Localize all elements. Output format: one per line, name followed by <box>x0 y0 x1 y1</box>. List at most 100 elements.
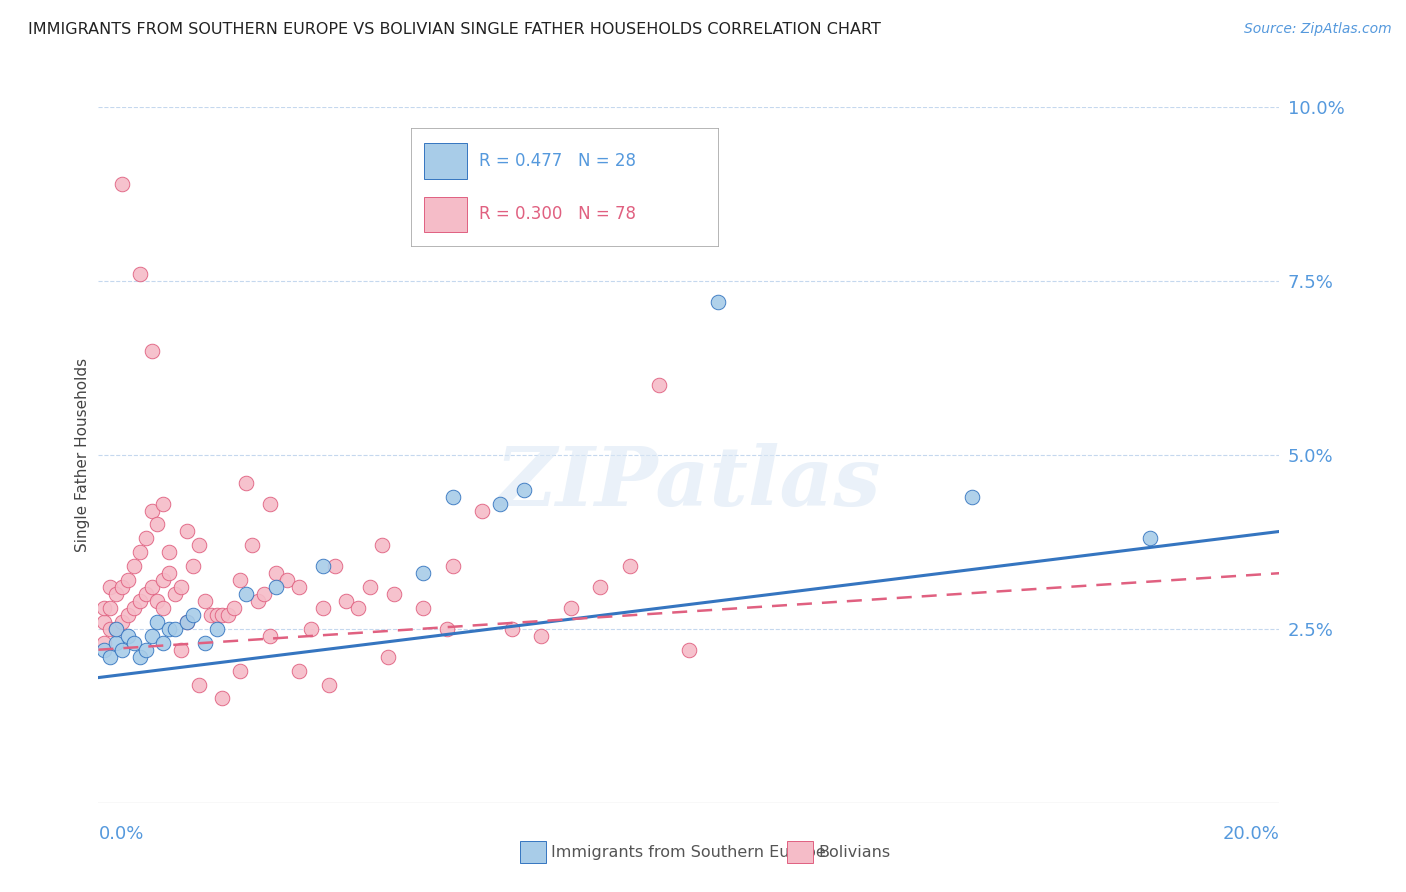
Point <box>135 532 157 546</box>
Point <box>335 594 357 608</box>
Point <box>146 615 169 629</box>
Point <box>141 503 163 517</box>
Point <box>165 587 187 601</box>
Point <box>105 636 128 650</box>
Point <box>111 615 134 629</box>
Point <box>128 545 150 559</box>
Point <box>205 607 228 622</box>
Point <box>707 294 730 309</box>
Point <box>194 636 217 650</box>
Point <box>501 622 523 636</box>
Point <box>441 490 464 504</box>
Point <box>200 607 222 622</box>
Point <box>135 587 157 601</box>
Point <box>235 587 257 601</box>
Text: ZIPatlas: ZIPatlas <box>496 442 882 523</box>
Point <box>93 642 115 657</box>
Point <box>146 594 169 608</box>
Y-axis label: Single Father Households: Single Father Households <box>75 358 90 552</box>
Point <box>246 594 269 608</box>
Point <box>276 573 298 587</box>
Point <box>412 601 434 615</box>
Point <box>93 636 115 650</box>
Point <box>962 490 984 504</box>
Point <box>111 580 134 594</box>
Point <box>170 580 193 594</box>
Point <box>105 587 128 601</box>
Point <box>312 601 335 615</box>
Point <box>259 497 281 511</box>
Point <box>589 580 612 594</box>
Point <box>128 594 150 608</box>
Point <box>205 622 228 636</box>
Point <box>93 601 115 615</box>
Point <box>560 601 582 615</box>
Point <box>122 601 145 615</box>
Point <box>187 677 209 691</box>
Point <box>412 566 434 581</box>
Text: Immigrants from Southern Europe: Immigrants from Southern Europe <box>551 846 825 860</box>
Point <box>436 622 458 636</box>
Point <box>678 642 700 657</box>
Point <box>141 580 163 594</box>
Text: 0.0%: 0.0% <box>98 825 143 843</box>
Point <box>359 580 381 594</box>
Text: Source: ZipAtlas.com: Source: ZipAtlas.com <box>1244 22 1392 37</box>
Point <box>323 559 346 574</box>
Point <box>165 622 187 636</box>
Point <box>98 622 121 636</box>
Point <box>176 524 198 539</box>
Text: Bolivians: Bolivians <box>818 846 890 860</box>
Point <box>211 607 233 622</box>
Point <box>152 636 174 650</box>
Text: 20.0%: 20.0% <box>1223 825 1279 843</box>
Point <box>224 601 246 615</box>
Point <box>176 615 198 629</box>
Point <box>371 538 394 552</box>
Point <box>441 559 464 574</box>
Point <box>619 559 641 574</box>
Point <box>253 587 276 601</box>
Point <box>152 601 174 615</box>
Point <box>318 677 340 691</box>
Point <box>235 475 257 490</box>
Point <box>194 594 217 608</box>
Point <box>105 622 128 636</box>
Point <box>128 267 150 281</box>
Point <box>217 607 239 622</box>
Point <box>117 629 139 643</box>
Point <box>347 601 370 615</box>
Text: IMMIGRANTS FROM SOUTHERN EUROPE VS BOLIVIAN SINGLE FATHER HOUSEHOLDS CORRELATION: IMMIGRANTS FROM SOUTHERN EUROPE VS BOLIV… <box>28 22 882 37</box>
Point <box>229 664 252 678</box>
Point <box>93 615 115 629</box>
Point <box>111 177 134 191</box>
Point <box>128 649 150 664</box>
Point <box>312 559 335 574</box>
Point <box>288 580 311 594</box>
Point <box>98 580 121 594</box>
Point <box>157 622 180 636</box>
Point <box>264 566 287 581</box>
Point <box>146 517 169 532</box>
Point <box>489 497 512 511</box>
Point <box>648 378 671 392</box>
Point <box>530 629 553 643</box>
Point <box>98 649 121 664</box>
Point <box>141 629 163 643</box>
Point <box>240 538 263 552</box>
Point <box>382 587 405 601</box>
Point <box>211 691 233 706</box>
Point <box>117 573 139 587</box>
Point <box>181 607 204 622</box>
Point <box>98 601 121 615</box>
Point <box>111 642 134 657</box>
Point <box>229 573 252 587</box>
Point <box>105 622 128 636</box>
Point <box>288 664 311 678</box>
Point <box>471 503 494 517</box>
Point <box>135 642 157 657</box>
Point <box>377 649 399 664</box>
Point <box>157 566 180 581</box>
Point <box>157 545 180 559</box>
Point <box>299 622 322 636</box>
